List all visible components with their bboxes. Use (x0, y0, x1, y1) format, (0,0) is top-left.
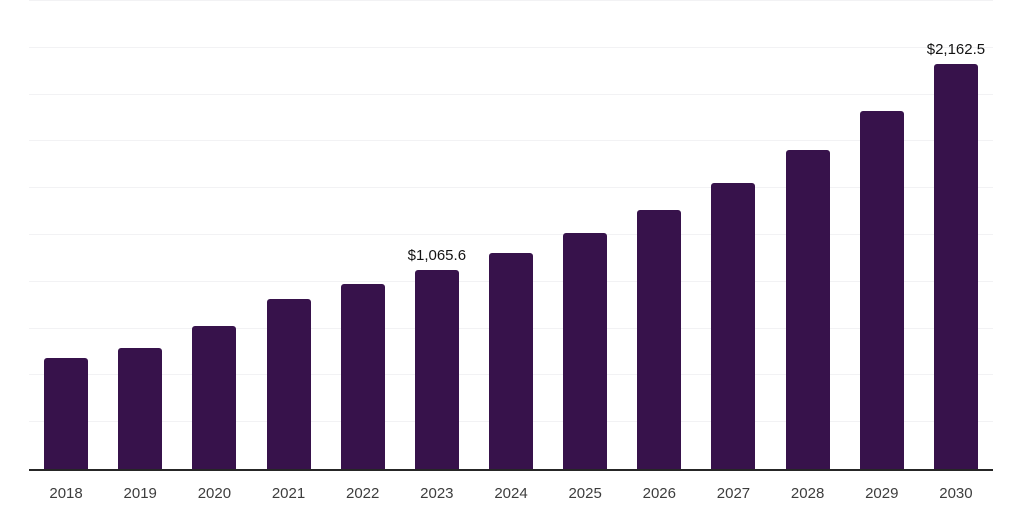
x-tick-label-2027: 2027 (716, 485, 751, 502)
bar-value-label-2023: $1,065.6 (407, 246, 467, 264)
bar-2023 (414, 269, 459, 469)
x-tick-label-2020: 2020 (197, 485, 232, 502)
gridline (29, 93, 993, 95)
gridline (29, 187, 993, 189)
bar-2030 (933, 64, 978, 469)
bar-2024 (489, 252, 533, 469)
x-tick-label-2029: 2029 (865, 485, 899, 502)
bar-2018 (44, 357, 89, 469)
x-axis-line (29, 469, 993, 471)
x-tick-label-2022: 2022 (346, 485, 380, 502)
bar-2028 (785, 150, 830, 469)
bar-2022 (340, 284, 385, 469)
bar-2025 (563, 232, 608, 469)
x-tick-label-2030: 2030 (939, 485, 973, 502)
x-tick-label-2024: 2024 (494, 485, 528, 502)
x-tick-label-2023: 2023 (420, 485, 454, 502)
bar-2026 (637, 210, 682, 469)
bar-2019 (118, 348, 163, 469)
bar-value-label-2030: $2,162.5 (926, 41, 986, 59)
x-tick-label-2026: 2026 (642, 485, 676, 502)
x-axis-tick-labels: 2018 2019 2020 2021 2022 2023 2024 2025 2026 2027… (29, 485, 993, 505)
bar-2027 (711, 182, 756, 469)
x-tick-label-2021: 2021 (271, 485, 306, 502)
gridline (29, 140, 993, 142)
x-tick-label-2028: 2028 (790, 485, 825, 502)
gridline (29, 0, 993, 1)
bar-2020 (192, 326, 237, 469)
x-tick-label-2025: 2025 (568, 485, 602, 502)
bar-2021 (266, 298, 311, 469)
x-tick-label-2018: 2018 (49, 485, 83, 502)
bar-2029 (859, 111, 904, 469)
gridline (29, 234, 993, 235)
plot-area: $1,065.6 $2,162.5 (29, 0, 993, 469)
x-tick-label-2019: 2019 (123, 485, 157, 502)
gridline (29, 46, 993, 48)
